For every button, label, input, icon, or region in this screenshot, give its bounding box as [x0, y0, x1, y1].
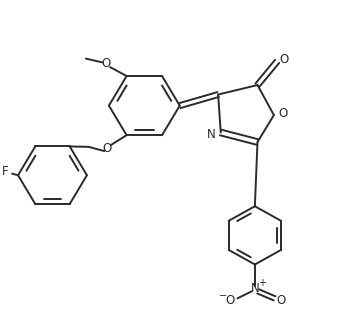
Text: N: N — [207, 128, 216, 141]
Text: +: + — [258, 278, 266, 288]
Text: O: O — [225, 294, 235, 308]
Text: O: O — [280, 53, 289, 66]
Text: N: N — [251, 282, 259, 295]
Text: −: − — [219, 291, 227, 301]
Text: O: O — [277, 294, 286, 308]
Text: O: O — [102, 57, 111, 70]
Text: F: F — [2, 165, 9, 178]
Text: O: O — [278, 107, 288, 120]
Text: O: O — [102, 142, 112, 155]
